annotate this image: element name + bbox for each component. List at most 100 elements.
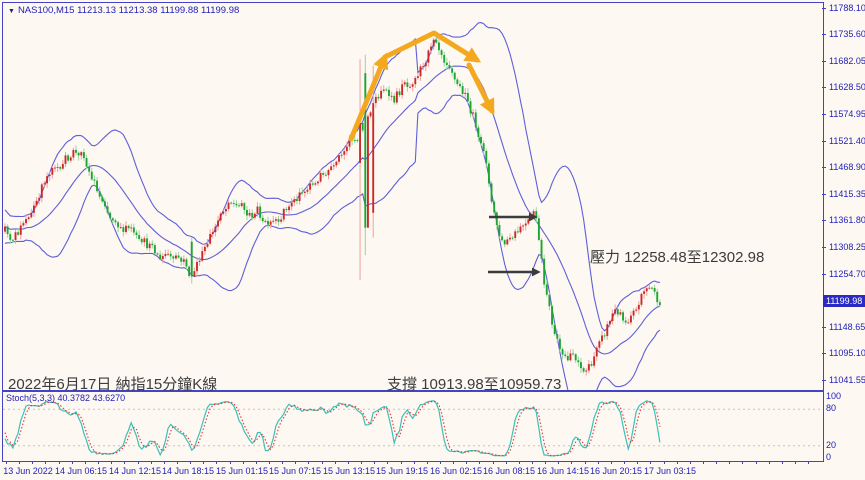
time-axis-tick [742, 461, 744, 464]
current-price-badge: 11199.98 [823, 295, 865, 308]
stochastic-axis: 100 80 20 0 [822, 391, 865, 462]
time-axis-tick [361, 461, 363, 464]
time-axis-tick [269, 461, 270, 464]
time-axis-tick [190, 461, 192, 464]
time-axis[interactable]: 13 Jun 2022 14 Jun 06:15 14 Jun 12:15 14 Ju… [2, 461, 842, 480]
time-axis-tick [387, 461, 389, 464]
resistance-annotation: 壓力 12258.48至12302.98 [590, 249, 765, 266]
time-axis-tick [334, 461, 336, 464]
time-axis-tick [689, 461, 691, 464]
time-axis-tick [781, 461, 783, 464]
price-axis-label: 11041.55 [829, 374, 865, 385]
symbol-ohlc-readout: ▼ NAS100,M15 11213.13 11213.38 11199.88 1… [8, 5, 239, 16]
time-axis-label: 14 Jun 06:15 [54, 466, 108, 476]
time-axis-tick [45, 461, 47, 464]
price-axis-tick [822, 353, 826, 355]
time-axis-tick [111, 461, 113, 464]
stoch-axis-label: 80 [826, 403, 837, 414]
time-axis-tick [637, 461, 639, 464]
price-axis-tick [822, 247, 826, 248]
price-axis-tick [822, 33, 826, 35]
price-axis-label: 11361.80 [829, 215, 865, 226]
time-axis-tick [597, 461, 599, 464]
time-axis-label: 16 Jun 14:15 [536, 466, 590, 476]
time-axis-tick [163, 461, 165, 464]
time-axis-tick [439, 461, 441, 464]
symbol-ohlc-text: NAS100,M15 11213.13 11213.38 11199.88 11… [17, 5, 240, 16]
time-axis-tick [150, 461, 152, 464]
stochastic-canvas [3, 400, 823, 457]
time-axis-tick [453, 461, 455, 464]
time-axis-tick [229, 461, 231, 464]
candlestick-chart-canvas[interactable] [3, 3, 823, 390]
time-axis-label: 14 Jun 18:15 [161, 466, 215, 476]
time-axis-tick [413, 461, 415, 464]
time-axis-label: 16 Jun 02:15 [429, 466, 483, 476]
time-axis-tick [295, 461, 297, 464]
price-axis-label: 11788.10 [829, 2, 865, 13]
time-axis-tick [610, 461, 612, 464]
time-axis-tick [702, 461, 704, 464]
time-axis-tick [242, 461, 244, 464]
time-axis-tick [545, 461, 547, 464]
price-axis-label: 11095.10 [829, 348, 865, 359]
price-axis-tick [822, 166, 826, 168]
time-axis-tick [426, 461, 428, 464]
price-axis-tick [822, 379, 826, 381]
time-axis-label: 15 Jun 01:15 [215, 466, 269, 476]
time-axis-tick [6, 461, 7, 464]
price-axis-label: 11735.60 [829, 28, 865, 39]
time-axis-tick [137, 461, 139, 464]
time-axis-tick [466, 461, 468, 464]
time-axis-tick [532, 461, 533, 464]
time-axis-tick [716, 461, 718, 464]
stochastic-indicator-label: Stoch(5,3,3) 40.3782 43.6270 [6, 393, 126, 403]
time-axis-tick [282, 461, 284, 464]
price-axis-tick [822, 60, 826, 62]
time-axis-tick [84, 461, 86, 464]
time-axis-tick [216, 461, 218, 464]
price-axis-label: 11415.35 [829, 188, 865, 199]
time-axis-tick [176, 461, 178, 464]
time-axis-tick [492, 461, 494, 464]
stoch-axis-label: 100 [826, 391, 842, 401]
time-axis-tick [308, 461, 310, 464]
date-title-annotation: 2022年6月17日 納指15分鐘K線 [8, 376, 218, 393]
price-axis-label: 11254.70 [829, 268, 865, 279]
time-axis-tick [98, 461, 100, 464]
time-axis-label: 17 Jun 03:15 [643, 466, 697, 476]
price-axis-tick [822, 220, 826, 222]
time-axis-tick [400, 461, 402, 464]
time-axis-label: 15 Jun 19:15 [375, 466, 429, 476]
price-axis-tick [822, 140, 826, 142]
price-axis-label: 11468.90 [829, 161, 865, 172]
time-axis-tick [321, 461, 323, 464]
price-axis-label: 11308.25 [829, 242, 865, 252]
stochastic-panel[interactable]: Stoch(5,3,3) 40.3782 43.6270 [2, 391, 824, 462]
price-axis-tick [822, 87, 826, 89]
time-axis-label: 15 Jun 07:15 [268, 466, 322, 476]
time-axis-tick [19, 461, 21, 464]
time-axis-label: 13 Jun 2022 [3, 466, 53, 476]
main-chart-panel[interactable]: ▼ NAS100,M15 11213.13 11213.38 11199.88 1… [2, 2, 824, 393]
price-axis-label: 11574.95 [829, 109, 865, 120]
time-axis-tick [518, 461, 520, 464]
time-axis-label: 14 Jun 12:15 [108, 466, 162, 476]
time-axis-tick [768, 461, 770, 464]
price-axis-tick [822, 114, 826, 116]
time-axis-tick [808, 461, 810, 464]
collapse-arrow-icon[interactable]: ▼ [8, 8, 15, 15]
time-axis-tick [58, 461, 60, 464]
time-axis-tick [347, 461, 349, 464]
price-axis-label: 11682.05 [829, 55, 865, 66]
time-axis-tick [374, 461, 376, 464]
stoch-axis-label: 0 [826, 452, 832, 462]
price-axis[interactable]: 11788.10 11735.60 11682.05 11628.50 11574.95… [822, 0, 865, 392]
time-axis-tick [203, 461, 205, 464]
time-axis-tick [255, 461, 257, 464]
price-axis-tick [822, 7, 826, 9]
price-axis-label: 11628.50 [829, 82, 865, 93]
time-axis-label: 16 Jun 20:15 [589, 466, 643, 476]
time-axis-tick [624, 461, 626, 464]
